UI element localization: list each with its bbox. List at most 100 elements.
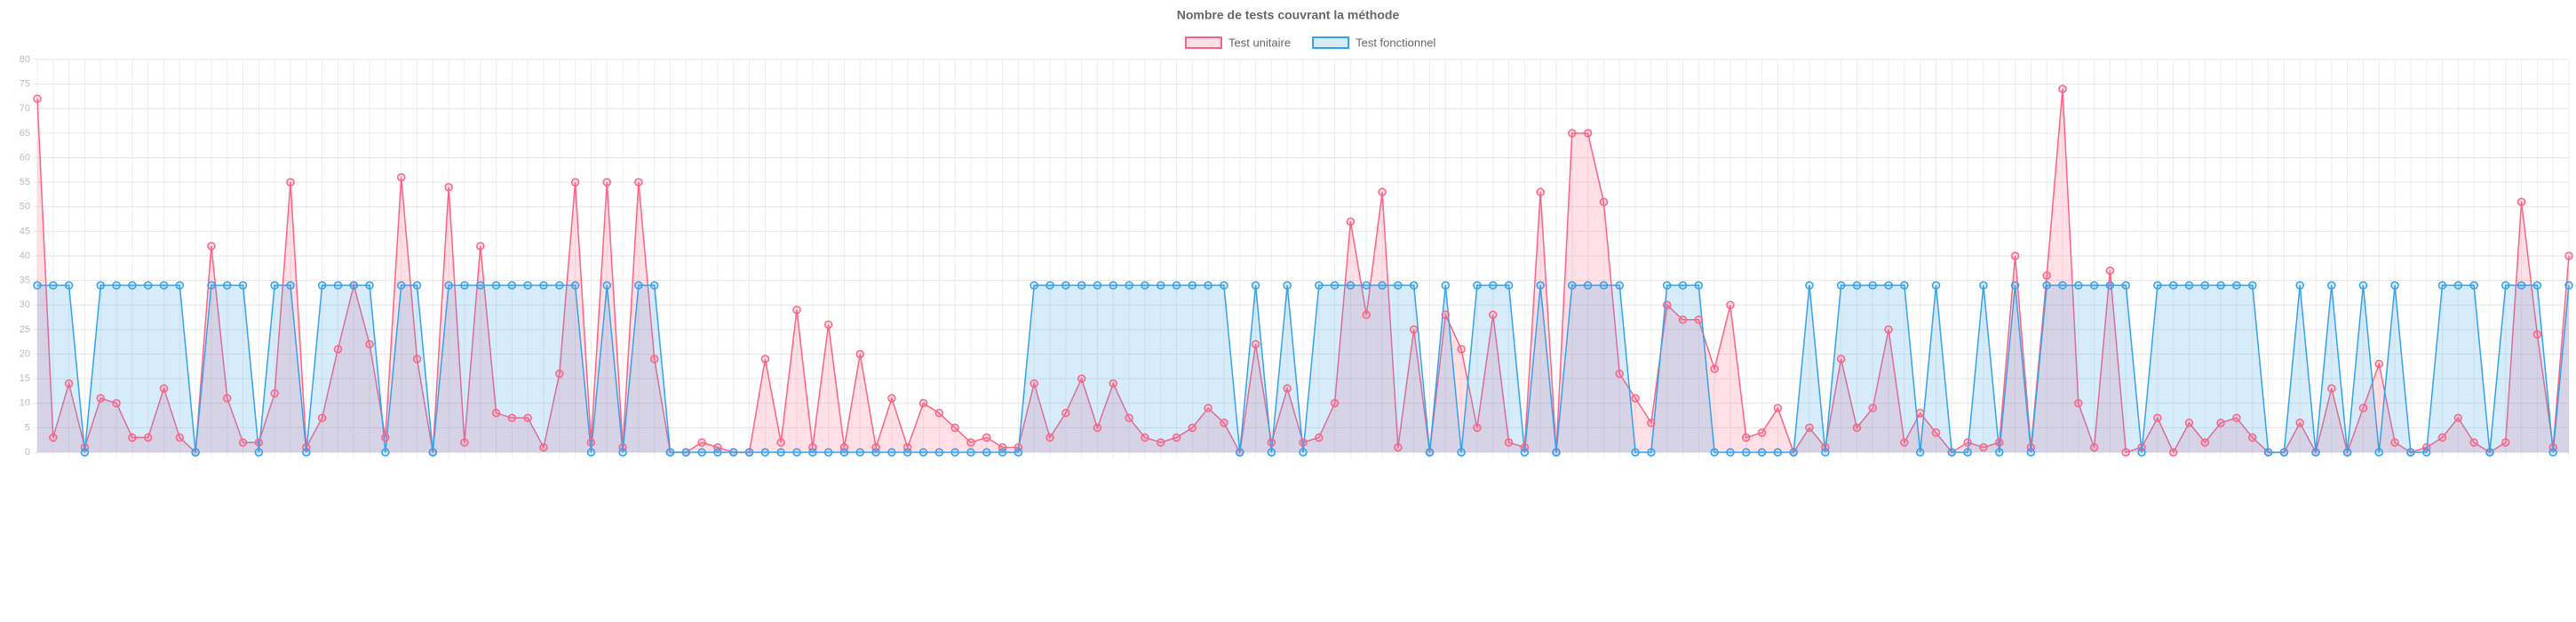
data-point xyxy=(159,281,169,290)
data-point xyxy=(1204,281,1212,290)
data-point xyxy=(444,281,453,290)
data-point xyxy=(2200,438,2210,447)
data-point xyxy=(998,448,1007,457)
data-point xyxy=(491,281,501,290)
data-point xyxy=(2248,281,2257,290)
data-point xyxy=(808,448,817,457)
data-point xyxy=(555,281,564,290)
data-point xyxy=(2232,281,2241,290)
data-point xyxy=(1315,281,1324,290)
data-point xyxy=(1172,281,1181,290)
data-point xyxy=(223,394,232,403)
legend-swatch xyxy=(1312,36,1350,49)
data-point xyxy=(1773,448,1783,457)
data-point xyxy=(207,242,216,251)
data-point xyxy=(1900,438,1909,447)
data-point xyxy=(823,448,833,457)
data-point xyxy=(396,281,406,290)
y-tick-label: 35 xyxy=(20,275,30,286)
data-point xyxy=(855,448,864,457)
data-point xyxy=(2374,359,2383,369)
data-point xyxy=(1900,281,1909,290)
data-point xyxy=(776,448,785,457)
data-point xyxy=(1188,281,1197,290)
data-point xyxy=(1441,281,1451,290)
data-point xyxy=(1678,281,1688,290)
data-point xyxy=(238,281,248,290)
y-tick-label: 60 xyxy=(20,152,30,163)
data-point xyxy=(2437,281,2447,290)
y-tick-label: 70 xyxy=(20,103,30,114)
data-point xyxy=(1378,281,1387,290)
data-point xyxy=(2358,281,2368,290)
data-point xyxy=(270,388,279,398)
data-point xyxy=(2263,448,2273,457)
data-point xyxy=(1504,438,1514,447)
data-point xyxy=(1757,448,1767,457)
data-point xyxy=(539,281,548,290)
data-point xyxy=(412,281,422,290)
data-point xyxy=(1172,433,1181,443)
data-point xyxy=(2501,438,2510,447)
data-point xyxy=(776,438,785,447)
data-point xyxy=(2121,448,2130,457)
data-point xyxy=(2469,438,2478,447)
data-point xyxy=(2153,281,2162,290)
data-point xyxy=(2232,413,2241,423)
data-point xyxy=(697,448,706,457)
data-point xyxy=(207,281,216,290)
data-point xyxy=(1330,399,1340,408)
data-point xyxy=(2200,281,2210,290)
data-point xyxy=(934,409,944,418)
data-point xyxy=(744,448,754,457)
data-point xyxy=(1615,281,1624,290)
data-point xyxy=(1346,281,1356,290)
y-tick-label: 10 xyxy=(20,398,30,409)
data-point xyxy=(586,448,596,457)
data-point xyxy=(1188,423,1197,433)
data-point xyxy=(887,448,896,457)
data-point xyxy=(460,438,469,447)
data-point xyxy=(1536,187,1545,196)
data-point xyxy=(1742,433,1751,443)
data-point xyxy=(143,433,153,443)
data-point xyxy=(2501,281,2510,290)
data-point xyxy=(2374,448,2383,457)
y-tick-label: 30 xyxy=(20,299,30,310)
data-point xyxy=(1299,448,1308,457)
data-point xyxy=(1520,448,1530,457)
data-point xyxy=(1251,339,1260,349)
data-point xyxy=(317,413,327,423)
data-point xyxy=(2358,403,2368,413)
data-point xyxy=(1915,448,1925,457)
data-point xyxy=(839,448,849,457)
y-tick-label: 45 xyxy=(20,226,30,236)
data-point xyxy=(381,448,390,457)
data-point xyxy=(2532,330,2542,339)
data-point xyxy=(1868,281,1877,290)
data-point xyxy=(349,281,358,290)
data-point xyxy=(491,409,501,418)
data-point xyxy=(2390,281,2399,290)
data-point xyxy=(1647,448,1656,457)
data-point xyxy=(2248,433,2257,443)
data-point xyxy=(792,448,801,457)
data-point xyxy=(238,438,248,447)
data-point xyxy=(1394,281,1403,290)
data-point xyxy=(396,172,406,182)
data-point xyxy=(2516,197,2526,206)
data-point xyxy=(1536,281,1545,290)
data-point xyxy=(966,448,975,457)
data-point xyxy=(2485,448,2494,457)
data-point xyxy=(2074,399,2083,408)
data-point xyxy=(112,281,121,290)
data-point xyxy=(2311,448,2320,457)
data-point xyxy=(1884,281,1893,290)
data-point xyxy=(128,281,137,290)
data-point xyxy=(2327,281,2336,290)
data-point xyxy=(982,448,991,457)
data-point xyxy=(1093,423,1102,433)
data-point xyxy=(1425,448,1435,457)
data-point xyxy=(729,448,738,457)
